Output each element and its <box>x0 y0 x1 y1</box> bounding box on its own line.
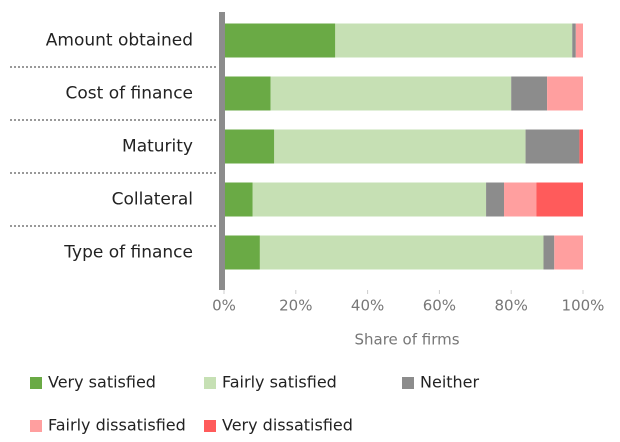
x-tick-label: 100% <box>562 297 605 315</box>
bar-segment <box>335 23 573 58</box>
legend-label: Neither <box>420 373 480 392</box>
legend-swatch <box>204 420 216 432</box>
bar-segment <box>270 76 512 111</box>
bar-segment <box>224 129 275 164</box>
bar-segment <box>572 23 576 58</box>
legend-swatch <box>30 377 42 389</box>
x-tick-label: 60% <box>423 297 456 315</box>
bar-segment <box>252 182 487 217</box>
legend-label: Fairly satisfied <box>222 373 337 392</box>
legend-label: Very satisfied <box>48 373 156 392</box>
bar-segment <box>224 23 336 58</box>
legend-swatch <box>204 377 216 389</box>
category-label: Cost of finance <box>66 84 193 104</box>
x-axis-label: Share of firms <box>354 331 459 349</box>
legend-label: Fairly dissatisfied <box>48 416 186 435</box>
x-tick-label: 80% <box>495 297 528 315</box>
category-label: Maturity <box>122 137 193 157</box>
legend-label: Very dissatisfied <box>222 416 353 435</box>
bar-segment <box>274 129 526 164</box>
bar-segment <box>525 129 580 164</box>
x-tick-label: 20% <box>279 297 312 315</box>
category-label: Collateral <box>112 190 193 210</box>
bar-segment <box>224 235 260 270</box>
bar-segment <box>554 235 583 270</box>
bar-segment <box>504 182 537 217</box>
bar-segment <box>224 182 253 217</box>
bar-segment <box>224 76 271 111</box>
bar-segment <box>575 23 583 58</box>
bar-segment <box>579 129 583 164</box>
bar-segment <box>259 235 544 270</box>
category-label: Type of finance <box>63 243 193 263</box>
bar-segment <box>543 235 555 270</box>
legend-swatch <box>402 377 414 389</box>
bar-segment <box>536 182 583 217</box>
bar-segment <box>511 76 548 111</box>
y-axis <box>219 12 225 290</box>
x-tick-label: 0% <box>212 297 236 315</box>
bar-segment <box>486 182 505 217</box>
legend-swatch <box>30 420 42 432</box>
category-label: Amount obtained <box>46 31 193 51</box>
bar-segment <box>547 76 583 111</box>
x-tick-label: 40% <box>351 297 384 315</box>
